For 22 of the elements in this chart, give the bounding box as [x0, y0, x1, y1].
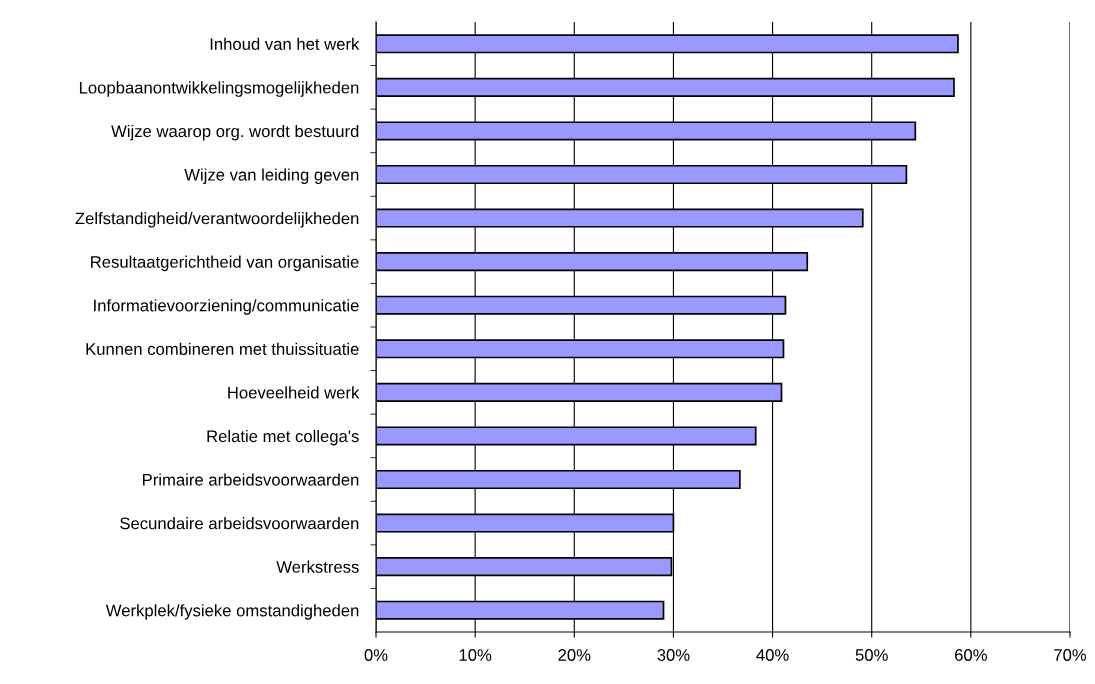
- x-tick-label: 40%: [756, 649, 789, 661]
- y-tick-label: Relatie met collega's: [207, 429, 359, 446]
- y-tick-label: Loopbaanontwikkelingsmogelijkheden: [79, 81, 359, 97]
- y-tick-label: Hoeveelheid werk: [228, 386, 360, 399]
- y-tick-label: Wijze waarop org. wordt bestuurd: [111, 124, 359, 141]
- y-tick-label: Zelfstandigheid/verantwoordelijkheden: [75, 212, 359, 228]
- x-tick-label: 50%: [855, 649, 888, 661]
- x-tick-label: 10%: [459, 649, 492, 661]
- y-tick-label: Werkplek/fysieke omstandigheden: [105, 604, 359, 620]
- x-tick-label: 0%: [364, 649, 388, 661]
- x-tick-label: 70%: [1054, 649, 1087, 661]
- x-tick-label: 60%: [955, 649, 987, 661]
- y-tick-label: Primaire arbeidsvoorwaarden: [143, 473, 359, 486]
- y-tick-label: Werkstress: [276, 560, 359, 573]
- y-tick-label: Kunnen combineren met thuissituatie: [86, 342, 359, 355]
- y-tick-label: Secundaire arbeidsvoorwaarden: [120, 517, 359, 530]
- y-tick-label: Informatievoorziening/communicatie: [94, 299, 359, 315]
- x-tick-label: 20%: [558, 649, 591, 661]
- y-tick-label: Wijze van leiding geven: [184, 168, 359, 184]
- y-tick-label: Resultaatgerichtheid van organisatie: [91, 255, 359, 272]
- x-tick-label: 30%: [657, 649, 690, 661]
- y-tick-label: Inhoud van het werk: [210, 37, 360, 50]
